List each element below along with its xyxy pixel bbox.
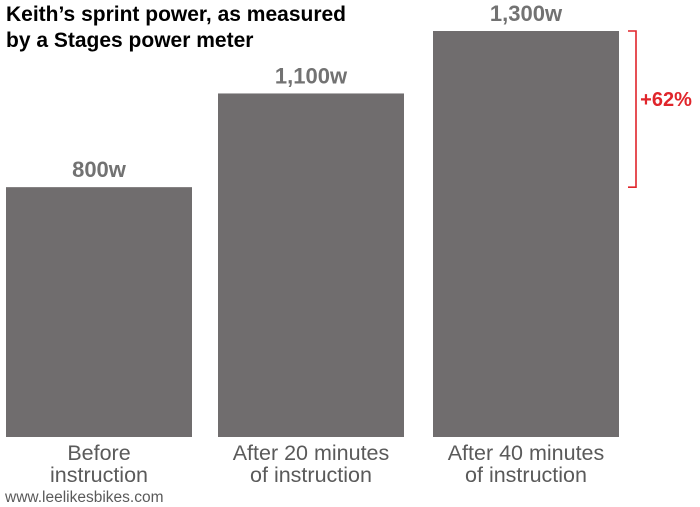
category-label-3-line-2: of instruction: [465, 463, 587, 487]
category-label-1-line-2: instruction: [50, 463, 148, 487]
chart-title-line-1: Keith’s sprint power, as measured: [6, 3, 346, 26]
value-label-1: 800w: [72, 157, 127, 182]
value-label-2: 1,100w: [275, 63, 348, 88]
bar-2: [218, 93, 404, 437]
bars-group: [6, 31, 619, 437]
increase-annotation: +62%: [628, 30, 692, 188]
category-label-2-line-2: of instruction: [250, 463, 372, 487]
chart-title-line-2: by a Stages power meter: [6, 29, 253, 52]
value-label-3: 1,300w: [490, 1, 563, 26]
source-credit: www.leelikesbikes.com: [4, 489, 164, 506]
chart-title: Keith’s sprint power, as measured by a S…: [6, 3, 346, 52]
value-labels-group: 800w 1,100w 1,300w: [72, 1, 563, 182]
category-label-2-line-1: After 20 minutes: [233, 441, 390, 465]
increase-bracket: [628, 30, 637, 188]
category-label-3-line-1: After 40 minutes: [448, 441, 605, 465]
bar-3: [433, 31, 619, 437]
increase-label: +62%: [640, 89, 692, 111]
category-label-1-line-1: Before: [67, 441, 130, 465]
bar-1: [6, 187, 192, 437]
